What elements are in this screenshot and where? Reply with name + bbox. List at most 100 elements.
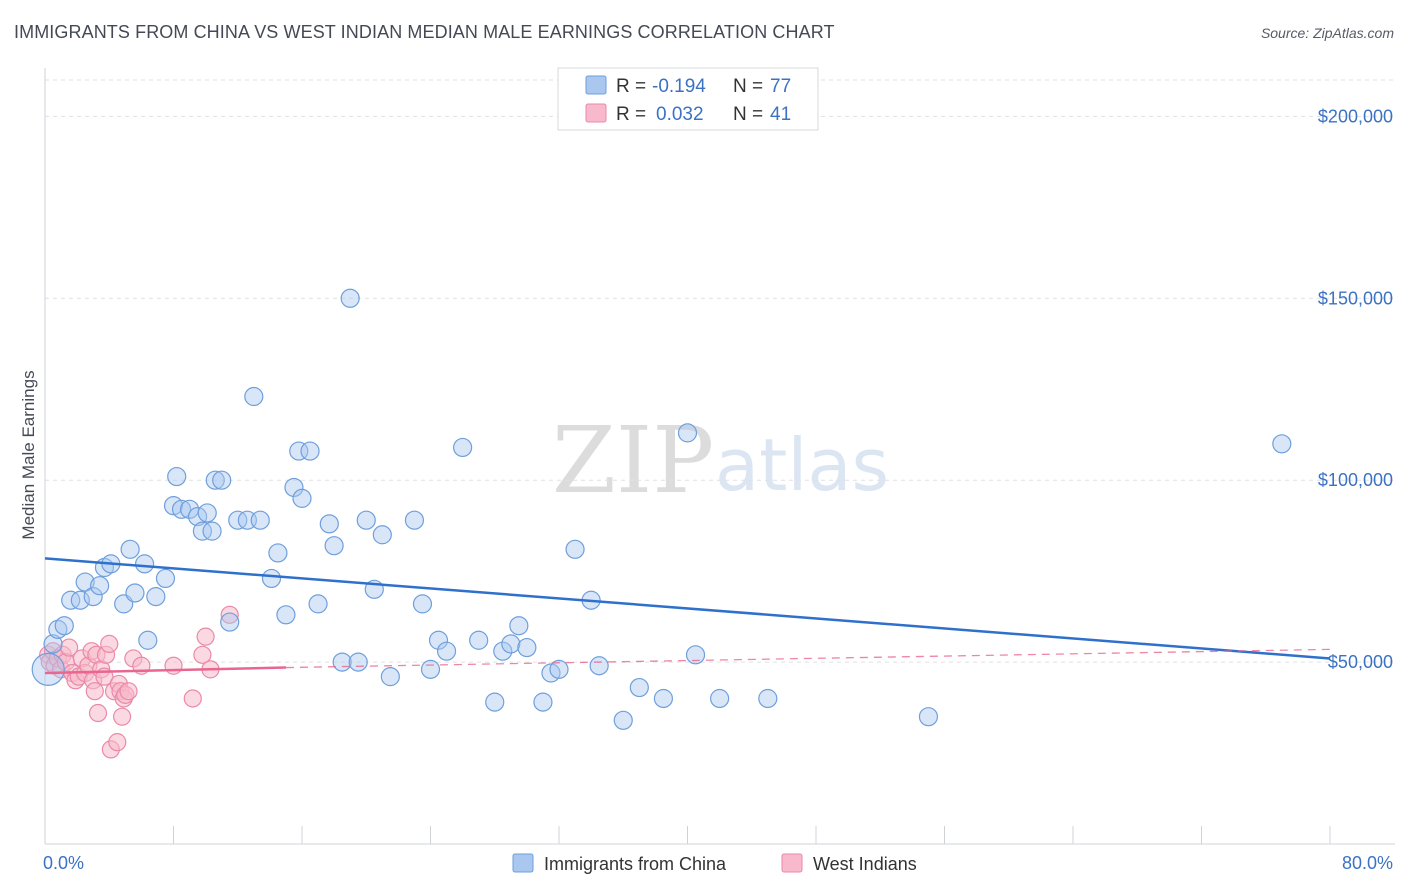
x-tick-labels: 0.0% 80.0% <box>43 853 1393 873</box>
y-tick-label: $150,000 <box>1318 288 1393 308</box>
x-tick-label-min: 0.0% <box>43 853 84 873</box>
legend-n-label-west-indians: N = <box>733 104 763 125</box>
west-indians-point <box>220 605 239 624</box>
china-point <box>134 554 155 574</box>
west-indians-point <box>59 638 79 657</box>
west-indians-point <box>108 733 127 752</box>
west-indians-points <box>39 605 239 759</box>
legend-n-value-west-indians: 41 <box>770 104 791 125</box>
china-point <box>43 634 63 654</box>
china-point <box>54 616 74 636</box>
west-indians-point <box>119 682 138 701</box>
china-trend-line <box>44 557 1331 660</box>
china-point <box>613 710 633 730</box>
watermark-atlas: atlas <box>715 423 889 507</box>
china-point <box>212 470 232 490</box>
china-point <box>138 630 158 650</box>
legend-swatch-china <box>585 75 607 95</box>
west-indians-trend-line <box>44 666 286 675</box>
legend-r-value-west-indians: 0.032 <box>656 104 704 125</box>
china-point <box>412 594 433 614</box>
china-point <box>284 477 304 498</box>
china-point <box>228 510 248 530</box>
china-point <box>276 605 296 625</box>
west-indians-point <box>164 656 183 675</box>
y-tick-label: $100,000 <box>1318 470 1393 490</box>
china-point <box>453 437 473 458</box>
china-point <box>48 619 68 639</box>
series-legend: Immigrants from China West Indians <box>512 853 917 874</box>
west-indians-point <box>183 689 202 708</box>
china-point <box>261 568 282 589</box>
chart-title: IMMIGRANTS FROM CHINA VS WEST INDIAN MED… <box>14 22 835 42</box>
china-point <box>120 539 140 559</box>
watermark-zip: ZIP <box>552 407 714 514</box>
china-point <box>268 543 288 563</box>
china-point <box>308 594 328 614</box>
china-point <box>61 590 81 610</box>
west-indians-point <box>88 703 108 723</box>
china-point <box>220 612 240 632</box>
series-legend-swatch-china <box>512 853 534 873</box>
china-point <box>187 506 208 527</box>
china-point <box>202 521 222 541</box>
trend-lines <box>44 557 1331 675</box>
source-credit: Source: ZipAtlas.com <box>1260 25 1394 41</box>
china-point <box>469 630 489 650</box>
y-tick-label: $50,000 <box>1328 652 1393 672</box>
china-point <box>710 688 730 709</box>
china-point <box>356 510 376 530</box>
west-indians-point <box>193 645 212 664</box>
china-point <box>83 587 103 607</box>
china-point <box>348 652 368 672</box>
west-indians-point <box>196 627 215 646</box>
y-tick-labels: $50,000 $100,000 $150,000 $200,000 <box>1318 106 1393 672</box>
china-point <box>1272 434 1292 454</box>
china-point <box>289 441 309 461</box>
legend-n-label-china: N = <box>733 76 763 97</box>
china-point <box>300 441 320 461</box>
series-legend-label-china: Immigrants from China <box>544 854 727 874</box>
china-point <box>629 677 649 698</box>
china-point <box>549 659 569 679</box>
west-indians-point <box>100 634 119 654</box>
series-legend-swatch-west-indians <box>781 853 803 873</box>
china-point <box>653 688 674 709</box>
china-point <box>436 641 457 661</box>
china-point <box>509 616 529 636</box>
china-point <box>125 583 145 603</box>
china-point <box>171 499 192 519</box>
china-point <box>677 423 698 443</box>
china-point <box>324 536 344 556</box>
china-point <box>192 521 213 541</box>
legend-r-label-west-indians: R = <box>616 104 646 125</box>
west-indians-point <box>112 707 132 726</box>
china-point <box>250 510 270 530</box>
west-indians-trend-extension <box>285 648 1331 669</box>
china-point <box>292 488 312 508</box>
china-point <box>404 510 425 530</box>
china-point <box>90 576 110 596</box>
china-point <box>31 652 65 686</box>
china-point <box>501 634 521 654</box>
legend-r-label-china: R = <box>616 76 646 97</box>
china-point <box>565 539 585 559</box>
china-point <box>493 641 513 661</box>
china-point <box>146 587 166 607</box>
west-indians-point <box>85 682 104 701</box>
china-point <box>340 288 360 308</box>
china-point <box>918 707 939 727</box>
legend-swatch-west-indians <box>585 103 607 123</box>
china-point <box>70 590 90 610</box>
y-axis-label: Median Male Earnings <box>19 370 38 539</box>
china-point <box>197 503 217 523</box>
y-tick-label: $200,000 <box>1318 106 1393 126</box>
china-point <box>332 652 352 672</box>
china-point <box>380 667 400 687</box>
china-point <box>244 386 264 407</box>
china-point <box>155 568 176 589</box>
china-point <box>319 514 339 534</box>
china-point <box>758 688 778 709</box>
correlation-legend: R = -0.194 N = 77 R = 0.032 N = 41 <box>557 67 819 131</box>
